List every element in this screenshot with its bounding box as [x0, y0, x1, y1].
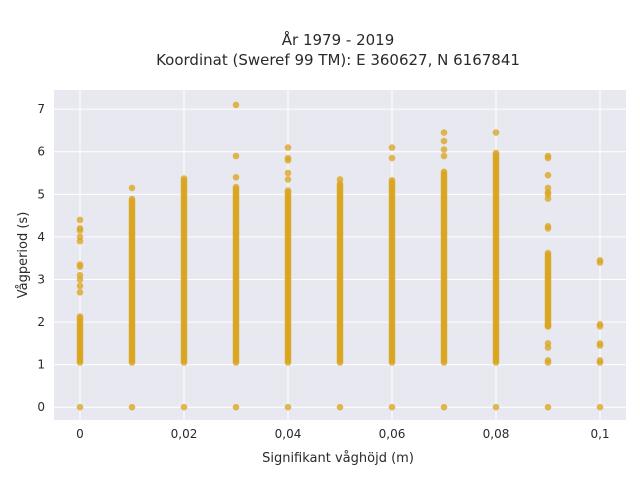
- data-point: [388, 177, 396, 184]
- data-point: [232, 403, 240, 411]
- y-tick-label: 3: [37, 272, 45, 286]
- y-tick-label: 5: [37, 187, 45, 201]
- data-point: [596, 320, 604, 328]
- data-point: [492, 129, 500, 136]
- data-point: [440, 168, 448, 176]
- x-tick-label: 0,04: [275, 427, 302, 441]
- data-point: [544, 171, 552, 179]
- data-point: [440, 129, 448, 136]
- data-point: [284, 154, 292, 162]
- data-point: [76, 216, 84, 224]
- chart-title-line1: År 1979 - 2019: [282, 30, 395, 49]
- data-point: [544, 184, 552, 192]
- y-tick-label: 0: [37, 400, 45, 414]
- x-tick-label: 0,1: [590, 427, 609, 441]
- data-point: [544, 223, 552, 230]
- y-tick-label: 6: [37, 145, 45, 159]
- data-point: [544, 249, 552, 257]
- data-point: [388, 144, 396, 151]
- data-point: [128, 195, 136, 203]
- data-point: [336, 176, 344, 183]
- data-point: [232, 101, 240, 109]
- data-point: [180, 403, 188, 411]
- data-point: [440, 403, 448, 411]
- data-point: [440, 137, 448, 145]
- data-point: [76, 225, 84, 232]
- data-point: [440, 146, 448, 153]
- data-point: [76, 289, 84, 296]
- data-point: [544, 340, 552, 347]
- data-point: [76, 261, 84, 268]
- data-point: [128, 403, 136, 411]
- chart-title-line2: Koordinat (Sweref 99 TM): E 360627, N 61…: [156, 51, 520, 69]
- data-point: [284, 169, 292, 177]
- data-points: [76, 101, 604, 411]
- x-tick-label: 0: [76, 427, 84, 441]
- data-point: [544, 403, 552, 411]
- data-point: [284, 176, 292, 183]
- y-tick-label: 4: [37, 230, 45, 244]
- y-axis-label: Vågperiod (s): [16, 212, 31, 299]
- x-tick-label: 0,08: [483, 427, 510, 441]
- y-tick-label: 2: [37, 315, 45, 329]
- data-point: [596, 403, 604, 411]
- y-tick-label: 7: [37, 102, 45, 116]
- data-point: [128, 184, 136, 192]
- x-axis-label: Signifikant våghöjd (m): [262, 451, 414, 466]
- data-point: [388, 403, 396, 411]
- data-point: [596, 340, 604, 347]
- data-point: [76, 271, 84, 279]
- data-point: [544, 152, 552, 160]
- data-point: [544, 357, 552, 364]
- data-point: [180, 175, 188, 182]
- data-point: [544, 320, 552, 328]
- x-tick-label: 0,02: [171, 427, 198, 441]
- x-tick-label: 0,06: [379, 427, 406, 441]
- data-point: [76, 313, 84, 320]
- data-point: [76, 233, 84, 241]
- data-point: [492, 149, 500, 157]
- data-point: [596, 357, 604, 364]
- y-tick-label: 1: [37, 358, 45, 372]
- tick-labels: 0 0,02 0,04 0,06 0,08 0,1 0 1 2 3 4 5 6 7: [37, 102, 609, 441]
- data-point: [284, 403, 292, 411]
- data-point: [336, 403, 344, 411]
- data-point: [492, 403, 500, 411]
- data-point: [232, 174, 240, 181]
- data-point: [440, 152, 448, 160]
- data-point: [284, 144, 292, 151]
- data-point: [388, 154, 396, 162]
- data-point: [76, 403, 84, 411]
- data-point: [284, 187, 292, 194]
- data-point: [232, 152, 240, 160]
- data-point: [76, 282, 84, 290]
- data-point: [232, 183, 240, 191]
- data-point: [596, 257, 604, 264]
